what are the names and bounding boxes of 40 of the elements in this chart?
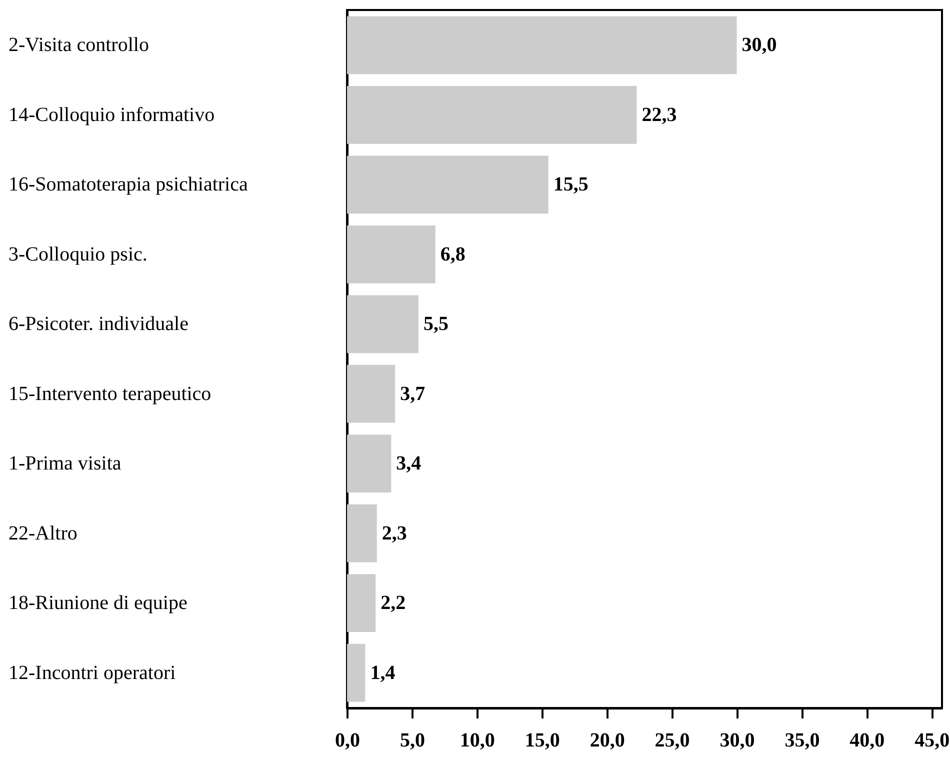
x-tick-label: 25,0 <box>654 730 690 752</box>
x-tick-label: 5,0 <box>400 730 425 752</box>
y-tick-label: 6-Psicoter. individuale <box>8 313 189 336</box>
x-tick-label: 15,0 <box>524 730 560 752</box>
y-tick-label: 15-Intervento terapeutico <box>8 382 212 405</box>
bar <box>347 364 396 423</box>
bar <box>347 16 737 74</box>
data-label: 3,4 <box>396 452 422 475</box>
x-tick-label: 10,0 <box>460 730 495 752</box>
x-tick-label: 35,0 <box>784 730 820 752</box>
x-tick-label: 20,0 <box>590 730 625 752</box>
data-label: 3,7 <box>400 382 426 405</box>
x-tick-label: 40,0 <box>850 730 885 752</box>
x-tick-label: 0,0 <box>335 730 360 752</box>
y-tick-label: 18-Riunione di equipe <box>8 592 188 614</box>
data-label: 5,5 <box>423 313 448 336</box>
bar <box>347 434 392 493</box>
y-tick-label: 22-Altro <box>8 522 78 544</box>
data-label: 1,4 <box>370 662 396 684</box>
data-label: 2,2 <box>380 592 406 614</box>
y-tick-label: 2-Visita controllo <box>8 34 149 56</box>
bar <box>347 574 376 632</box>
x-tick-label: 45,0 <box>914 730 950 752</box>
data-label: 6,8 <box>440 243 466 266</box>
bar <box>347 86 637 144</box>
x-tick-label: 30,0 <box>720 730 755 752</box>
y-tick-label: 3-Colloquio psic. <box>8 243 148 266</box>
bar <box>347 225 436 284</box>
bar <box>347 504 377 562</box>
y-tick-label: 14-Colloquio informativo <box>8 104 215 126</box>
data-label: 30,0 <box>742 34 777 56</box>
bar <box>347 156 548 214</box>
data-label: 15,5 <box>553 174 588 196</box>
bar <box>347 644 366 702</box>
y-tick-label: 16-Somatoterapia psichiatrica <box>8 174 248 196</box>
y-tick-label: 12-Incontri operatori <box>8 662 176 684</box>
bar <box>347 295 418 354</box>
data-label: 2,3 <box>382 522 407 544</box>
data-label: 22,3 <box>642 104 677 126</box>
y-tick-label: 1-Prima visita <box>8 452 122 475</box>
